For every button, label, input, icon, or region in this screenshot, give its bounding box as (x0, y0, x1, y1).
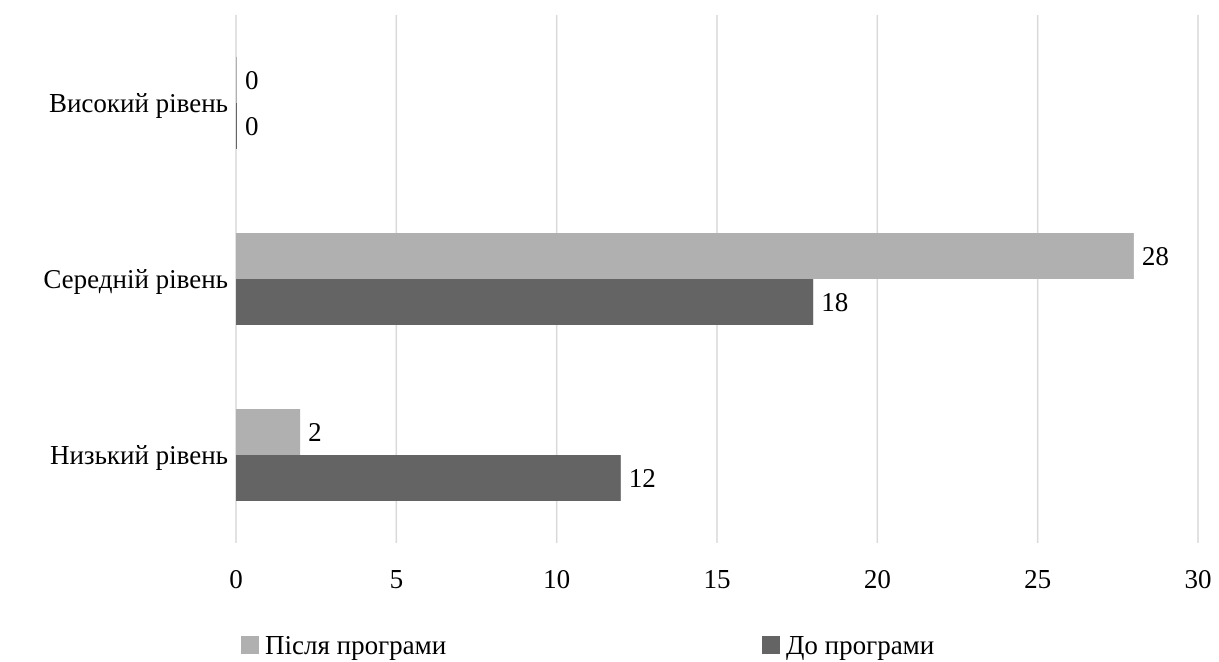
data-label: 0 (245, 111, 259, 141)
data-label: 28 (1142, 241, 1169, 271)
data-label: 18 (821, 287, 848, 317)
x-tick-label: 15 (704, 564, 731, 594)
data-label: 0 (245, 65, 259, 95)
category-label: Низький рівень (50, 440, 228, 470)
x-tick-label: 5 (390, 564, 404, 594)
bar (236, 233, 1134, 279)
x-tick-label: 0 (229, 564, 243, 594)
x-tick-label: 20 (864, 564, 891, 594)
legend: Після програми До програми (241, 630, 934, 660)
category-labels: Високий рівень Середній рівень Низький рів… (43, 88, 228, 470)
x-tick-labels: 0 5 10 15 20 25 30 (229, 564, 1211, 594)
bars (236, 57, 1134, 501)
x-tick-label: 30 (1185, 564, 1212, 594)
legend-item: До програми (762, 630, 934, 660)
legend-swatch (762, 636, 780, 654)
bar (236, 57, 237, 103)
x-tick-label: 10 (543, 564, 570, 594)
data-labels: 0 0 28 18 2 12 (245, 65, 1169, 493)
category-label: Високий рівень (49, 88, 228, 118)
bar (236, 279, 814, 325)
legend-item: Після програми (241, 630, 446, 660)
legend-swatch (241, 636, 259, 654)
bar (236, 103, 237, 149)
x-tick-label: 25 (1024, 564, 1051, 594)
data-label: 12 (629, 463, 656, 493)
legend-label: Після програми (265, 630, 446, 660)
bar (236, 409, 301, 455)
bar (236, 455, 621, 501)
data-label: 2 (308, 417, 322, 447)
category-label: Середній рівень (43, 264, 228, 294)
legend-label: До програми (786, 630, 934, 660)
